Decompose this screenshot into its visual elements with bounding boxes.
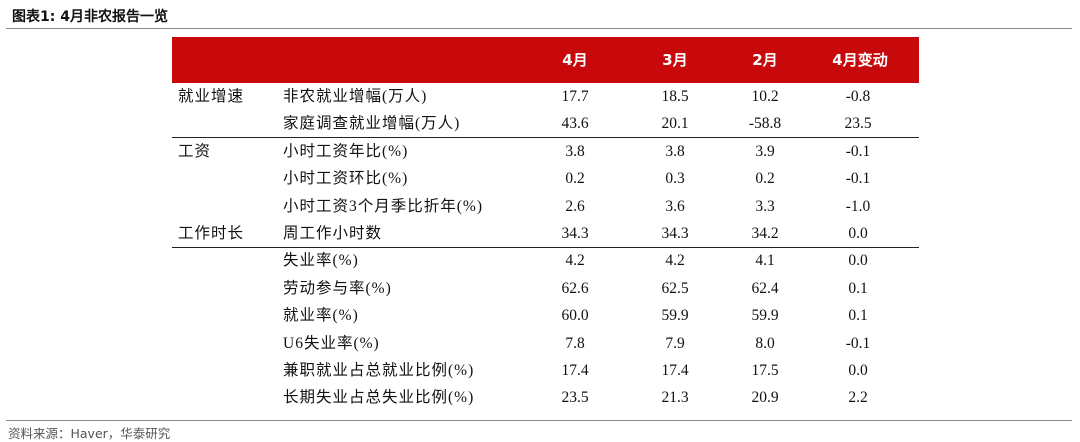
row-value: 7.9 [665,334,685,352]
row-value: -0.1 [845,142,871,160]
row-value: 4.1 [755,252,775,270]
row-category: 就业增速 [178,88,245,105]
row-value: 34.2 [751,225,779,242]
row-value: 0.1 [848,279,868,297]
row-value: 17.5 [751,362,779,379]
row-value: 34.3 [661,225,689,242]
row-item-label: 非农就业增幅(万人) [283,88,428,105]
row-value: 0.1 [848,307,868,325]
row-category: 工资 [178,142,212,160]
row-value: 3.9 [755,142,775,160]
row-value: 0.2 [565,170,585,188]
row-value: 0.3 [665,170,685,188]
column-header-change: 4月变动 [832,51,888,69]
row-item-label: 周工作小时数 [283,225,383,242]
row-item-label: 失业率(%) [283,252,359,270]
row-category: 工作时长 [178,225,245,242]
row-item-label: 兼职就业占总就业比例(%) [283,362,475,379]
row-value: 20.9 [751,389,779,407]
row-item-label: 小时工资环比(%) [283,170,409,188]
row-value: 59.9 [751,307,779,325]
column-header-mar: 3月 [662,51,688,69]
row-value: 59.9 [661,307,689,325]
row-value: 0.2 [755,170,775,188]
row-value: 17.7 [561,88,589,105]
row-value: 0.0 [848,225,868,242]
row-item-label: 家庭调查就业增幅(万人) [283,115,461,133]
row-value: 3.3 [755,197,775,215]
row-value: 17.4 [661,362,689,379]
row-value: 2.2 [848,389,868,407]
figure-title: 图表1: 4月非农报告一览 [12,9,168,25]
row-value: 10.2 [751,88,779,105]
row-item-label: 长期失业占总失业比例(%) [283,389,475,407]
source-note: 资料来源：Haver，华泰研究 [8,426,171,441]
row-value: 7.8 [565,334,585,352]
section-divider-unemployment [172,247,919,248]
row-value: 8.0 [755,334,775,352]
row-value: 3.8 [665,142,685,160]
top-divider [6,28,1072,29]
row-value: 23.5 [844,115,872,133]
row-item-label: 小时工资3个月季比折年(%) [283,197,483,215]
row-value: 3.6 [665,197,685,215]
row-value: 21.3 [661,389,689,407]
row-value: 0.0 [848,252,868,270]
row-value: -0.1 [845,334,871,352]
row-value: 62.6 [561,279,589,297]
row-value: -0.8 [845,88,871,105]
row-value: 20.1 [661,115,689,133]
row-value: 4.2 [565,252,585,270]
row-item-label: 劳动参与率(%) [283,279,392,297]
row-value: 17.4 [561,362,589,379]
bottom-divider [6,420,1072,421]
row-value: 2.6 [565,197,585,215]
section-divider-wage [172,137,919,138]
row-item-label: 小时工资年比(%) [283,142,409,160]
column-header-apr: 4月 [562,51,588,69]
row-value: 34.3 [561,225,589,242]
row-value: 60.0 [561,307,589,325]
row-value: 3.8 [565,142,585,160]
row-value: 43.6 [561,115,589,133]
row-value: -0.1 [845,170,871,188]
column-header-feb: 2月 [752,51,778,69]
row-item-label: 就业率(%) [283,307,359,325]
row-value: 18.5 [661,88,689,105]
row-value: 23.5 [561,389,589,407]
row-value: 0.0 [848,362,868,379]
row-item-label: U6失业率(%) [283,334,380,352]
row-value: -58.8 [748,115,782,133]
row-value: 62.4 [751,279,779,297]
row-value: -1.0 [845,197,871,215]
table-header-band [172,37,919,83]
row-value: 4.2 [665,252,685,270]
row-value: 62.5 [661,279,689,297]
